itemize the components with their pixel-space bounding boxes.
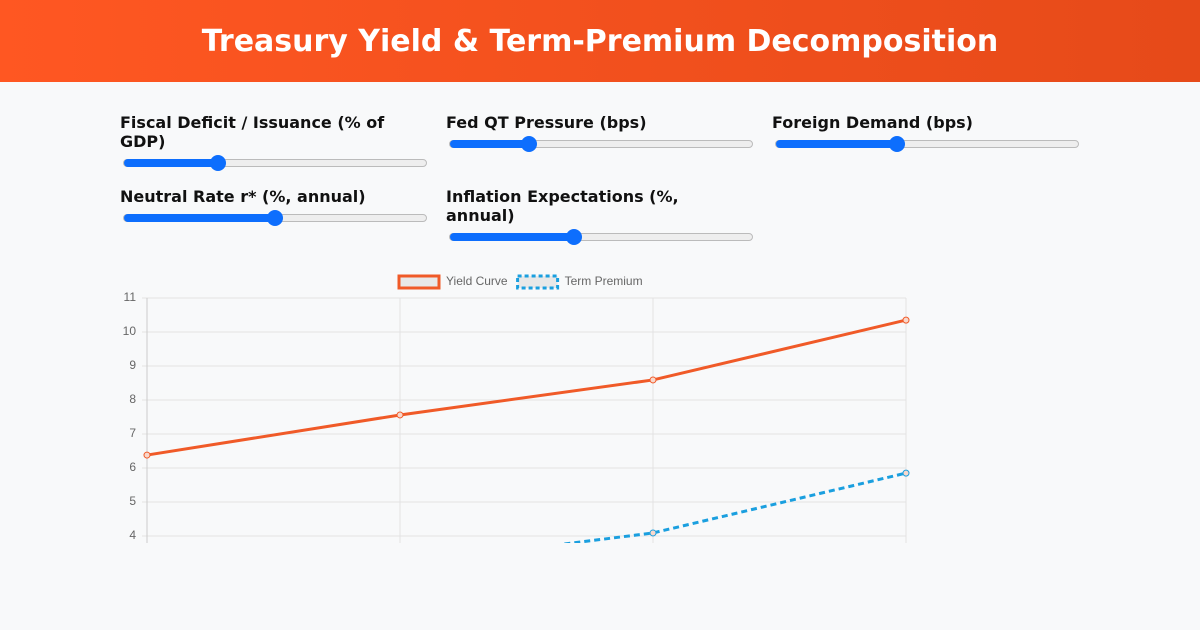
slider-fill <box>776 140 897 148</box>
point <box>143 451 151 459</box>
control: Neutral Rate r* (%, annual) <box>120 187 427 241</box>
control-label: Foreign Demand (bps) <box>772 113 973 132</box>
controls: Fiscal Deficit / Issuance (% of GDP) Fed … <box>120 113 1079 245</box>
slider-track[interactable] <box>775 136 1079 152</box>
legend-label: Yield Curve <box>446 274 508 288</box>
y-tick-label: 4 <box>129 528 136 542</box>
point <box>902 469 910 477</box>
control: Fiscal Deficit / Issuance (% of GDP) <box>120 113 427 171</box>
legend-swatch <box>516 274 560 290</box>
y-tick-label: 8 <box>129 392 136 406</box>
control-label: Neutral Rate r* (%, annual) <box>120 187 366 206</box>
y-tick-label: 7 <box>129 426 136 440</box>
control-label: Inflation Expectations (%, annual) <box>446 187 679 225</box>
legend-swatch <box>397 274 441 290</box>
header: Treasury Yield & Term-Premium Decomposit… <box>0 0 1200 82</box>
slider-thumb[interactable] <box>209 155 226 171</box>
slider-thumb[interactable] <box>888 136 905 152</box>
y-tick-label: 6 <box>129 460 136 474</box>
slider-track[interactable] <box>123 155 427 171</box>
control: Foreign Demand (bps) <box>772 113 1079 167</box>
series-line <box>560 471 907 543</box>
chart: 4 5 6 7 8 9 10 11 Yield Curve Term Premium <box>123 274 910 543</box>
slider-thumb[interactable] <box>565 229 582 245</box>
slider-track[interactable] <box>123 210 427 226</box>
title: Treasury Yield & Term-Premium Decomposit… <box>201 23 999 59</box>
control-label: Fed QT Pressure (bps) <box>446 113 647 132</box>
slider-thumb[interactable] <box>520 136 537 152</box>
y-tick-label: 11 <box>124 290 137 304</box>
slider-fill <box>450 140 529 148</box>
slider-fill <box>450 233 574 241</box>
control: Inflation Expectations (%, annual) <box>446 187 753 245</box>
point <box>649 376 657 384</box>
slider-track[interactable] <box>449 229 753 245</box>
point <box>649 529 657 537</box>
slider-fill <box>124 214 275 222</box>
slider-thumb[interactable] <box>267 210 283 226</box>
series-line <box>146 318 907 457</box>
control: Fed QT Pressure (bps) <box>446 113 753 167</box>
point <box>396 411 404 419</box>
y-tick-label: 5 <box>129 494 136 508</box>
control-label: Fiscal Deficit / Issuance (% of GDP) <box>120 113 385 151</box>
slider-track[interactable] <box>449 136 753 152</box>
y-tick-label: 9 <box>129 358 136 372</box>
legend-label: Term Premium <box>565 274 643 288</box>
slider-fill <box>124 159 218 167</box>
point <box>902 316 910 324</box>
y-tick-label: 10 <box>123 324 137 338</box>
